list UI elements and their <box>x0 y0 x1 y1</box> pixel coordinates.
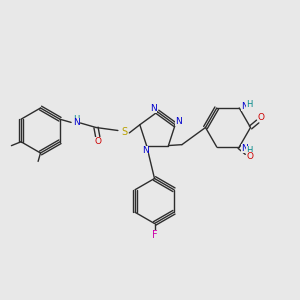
Text: O: O <box>258 113 265 122</box>
Text: N: N <box>176 117 182 126</box>
Text: S: S <box>122 127 128 137</box>
Text: H: H <box>73 115 80 124</box>
Text: N: N <box>73 118 80 127</box>
Text: O: O <box>94 137 101 146</box>
Text: N: N <box>241 102 248 111</box>
Text: N: N <box>151 104 157 113</box>
Text: H: H <box>246 146 252 155</box>
Text: O: O <box>247 152 254 161</box>
Text: N: N <box>142 146 148 155</box>
Text: H: H <box>246 100 252 109</box>
Text: N: N <box>241 144 248 153</box>
Text: F: F <box>152 230 157 240</box>
